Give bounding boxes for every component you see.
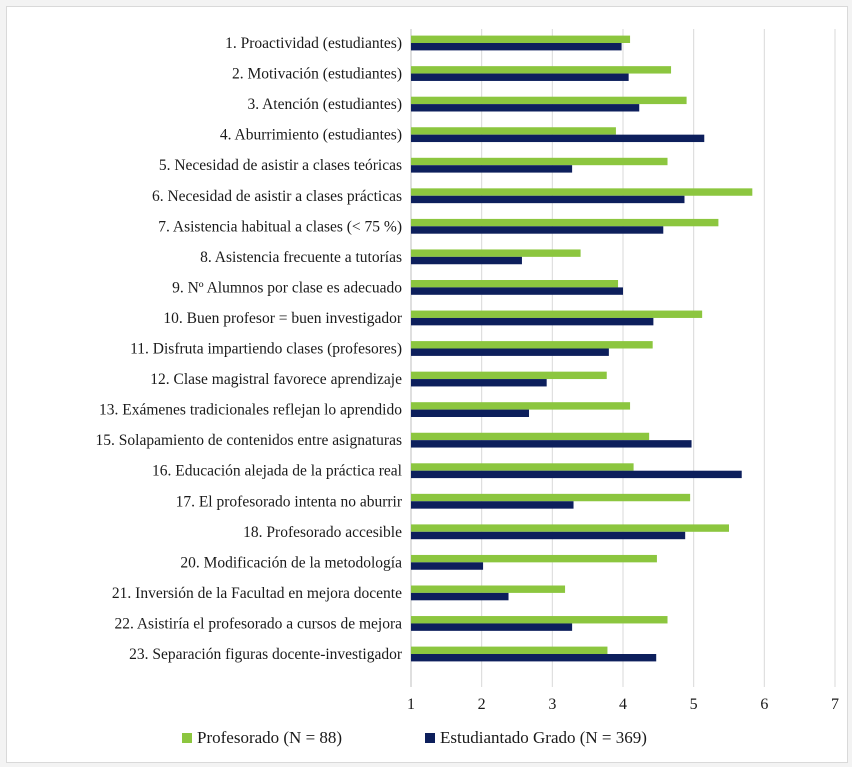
bar-profesorado	[411, 463, 634, 471]
bar-estudiantado	[411, 134, 705, 143]
bar-estudiantado	[411, 440, 692, 448]
bar-profesorado	[411, 310, 703, 318]
category-label: 23. Separación figuras docente-investiga…	[129, 646, 403, 663]
bar-profesorado	[411, 96, 687, 105]
bar-estudiantado	[411, 562, 484, 570]
x-tick-label: 1	[407, 696, 415, 713]
x-tick-label: 5	[690, 696, 698, 713]
category-label: 10. Buen profesor = buen investigador	[163, 310, 402, 327]
category-label: 20. Modificación de la metodología	[180, 554, 402, 571]
bar-estudiantado	[411, 531, 686, 540]
bar-estudiantado	[411, 195, 685, 204]
bar-profesorado	[411, 616, 668, 624]
bar-profesorado	[411, 646, 608, 654]
bar-estudiantado	[411, 73, 629, 81]
bar-estudiantado	[411, 470, 742, 479]
category-label: 4. Aburrimiento (estudiantes)	[220, 127, 402, 144]
bar-estudiantado	[411, 43, 622, 51]
category-label: 16. Educación alejada de la práctica rea…	[152, 463, 402, 480]
category-label: 15. Solapamiento de contenidos entre asi…	[96, 432, 402, 449]
bar-profesorado	[411, 280, 619, 288]
bar-profesorado	[411, 371, 607, 380]
category-label: 8. Asistencia frecuente a tutorías	[200, 249, 402, 266]
bar-profesorado	[411, 157, 668, 166]
chart-frame: 1. Proactividad (estudiantes) 2. Motivaci…	[6, 6, 848, 763]
category-label: 22. Asistiría el profesorado a cursos de…	[114, 615, 402, 632]
bar-profesorado	[411, 432, 650, 441]
bar-profesorado	[411, 35, 631, 43]
bar-profesorado	[411, 524, 729, 532]
bar-profesorado	[411, 585, 566, 593]
legend-swatch-profesorado	[182, 733, 192, 743]
bar-estudiantado	[411, 501, 574, 509]
bar-estudiantado	[411, 226, 664, 234]
bar-profesorado	[411, 188, 753, 196]
bar-estudiantado	[411, 623, 573, 631]
category-label: 13. Exámenes tradicionales reflejan lo a…	[99, 402, 402, 419]
bar-profesorado	[411, 554, 657, 563]
bar-estudiantado	[411, 409, 530, 417]
bar-profesorado	[411, 402, 631, 410]
x-axis-ticks: 1 2 3 4 5 6 7	[407, 696, 839, 713]
category-label: 1. Proactividad (estudiantes)	[225, 35, 402, 52]
category-label: 5. Necesidad de asistir a clases teórica…	[159, 157, 402, 174]
legend-label-estudiantado: Estudiantado Grado (N = 369)	[440, 728, 647, 747]
category-label: 7. Asistencia habitual a clases (< 75 %)	[158, 218, 402, 235]
category-label: 21. Inversión de la Facultad en mejora d…	[112, 585, 402, 602]
category-label: 17. El profesorado intenta no aburrir	[176, 493, 403, 510]
x-tick-label: 3	[548, 696, 556, 713]
bar-estudiantado	[411, 592, 509, 601]
bar-estudiantado	[411, 348, 609, 356]
category-label: 18. Profesorado accesible	[243, 524, 402, 541]
bar-estudiantado	[411, 317, 654, 326]
legend-swatch-estudiantado	[425, 733, 435, 743]
x-tick-label: 4	[619, 696, 627, 713]
bar-estudiantado	[411, 654, 657, 662]
category-labels: 1. Proactividad (estudiantes) 2. Motivaci…	[96, 35, 403, 663]
category-label: 2. Motivación (estudiantes)	[232, 66, 402, 83]
category-label: 11. Disfruta impartiendo clases (profeso…	[130, 341, 402, 358]
x-tick-label: 6	[760, 696, 768, 713]
bars	[411, 35, 753, 662]
bar-chart: 1. Proactividad (estudiantes) 2. Motivaci…	[96, 29, 839, 747]
bar-profesorado	[411, 493, 691, 502]
bar-estudiantado	[411, 287, 623, 295]
category-label: 3. Atención (estudiantes)	[247, 96, 402, 113]
bar-profesorado	[411, 127, 616, 135]
category-label: 12. Clase magistral favorece aprendizaje	[150, 371, 402, 388]
bar-estudiantado	[411, 379, 547, 387]
x-tick-label: 2	[478, 696, 486, 713]
x-tick-label: 7	[831, 696, 839, 713]
bar-estudiantado	[411, 104, 640, 112]
bar-profesorado	[411, 218, 719, 227]
bar-estudiantado	[411, 165, 573, 173]
category-label: 6. Necesidad de asistir a clases práctic…	[152, 188, 402, 205]
bar-profesorado	[411, 249, 581, 257]
bar-profesorado	[411, 341, 653, 349]
bar-estudiantado	[411, 256, 522, 265]
bar-profesorado	[411, 66, 672, 74]
legend-label-profesorado: Profesorado (N = 88)	[197, 728, 342, 747]
category-label: 9. Nº Alumnos por clase es adecuado	[172, 279, 402, 296]
legend: Profesorado (N = 88) Estudiantado Grado …	[182, 728, 647, 747]
